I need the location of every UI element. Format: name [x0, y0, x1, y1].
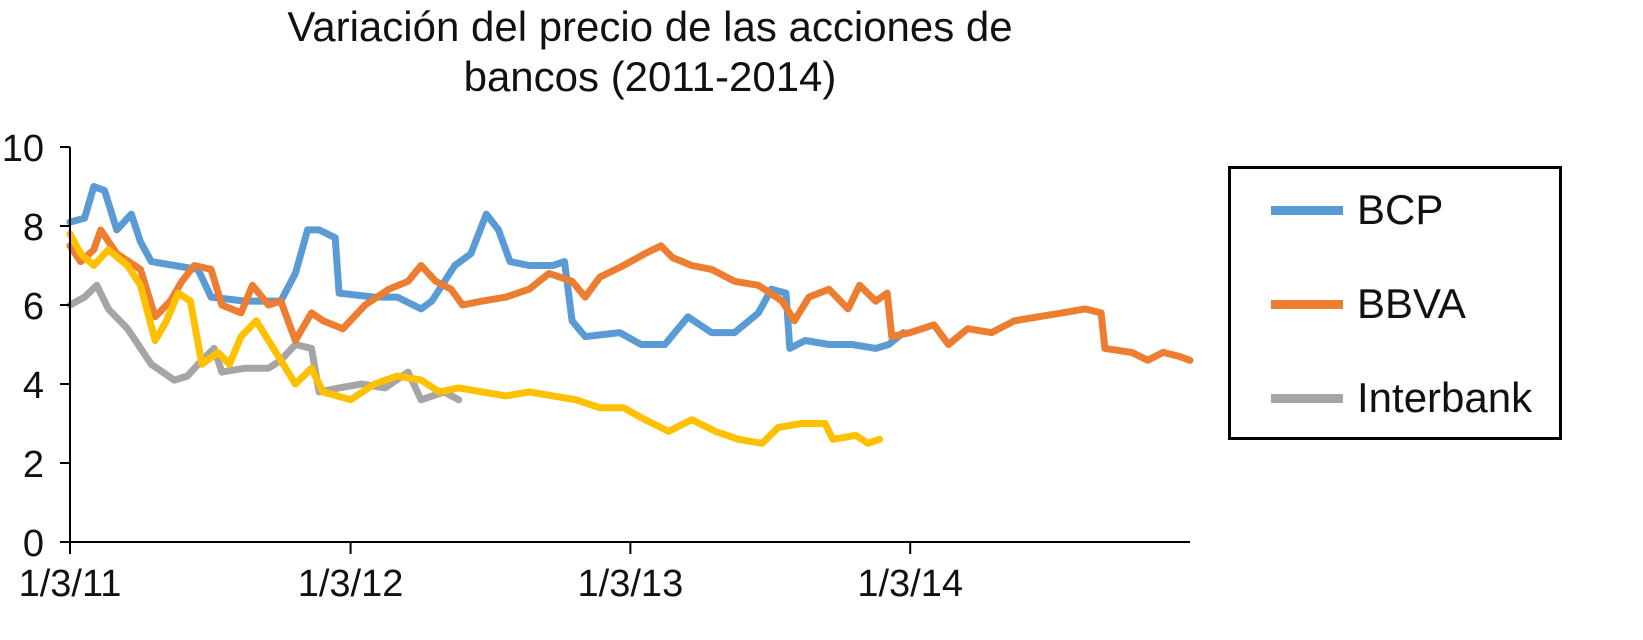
axes-layer: 0 2 4 6 8 10 1/3/11 1/3/12 1/3/13 1/3/14 [2, 128, 1190, 605]
series-line-bcp [66, 183, 907, 352]
series-layer [66, 183, 1194, 447]
y-tick-label: 6 [23, 286, 44, 328]
legend-item-interbank: Interbank [1271, 368, 1532, 428]
y-tick-label: 10 [2, 128, 44, 170]
chart-title-line-1: Variación del precio de las acciones de [287, 3, 1013, 50]
series-line-bbva [66, 226, 1194, 364]
y-tick-label: 8 [23, 207, 44, 249]
legend-item-bcp: BCP [1271, 180, 1443, 240]
x-tick-label: 1/3/11 [19, 563, 122, 605]
legend-label-interbank: Interbank [1357, 374, 1533, 421]
legend-item-bbva: BBVA [1271, 274, 1466, 334]
legend-label-bbva: BBVA [1357, 280, 1466, 327]
legend: BCP BBVA Interbank [1228, 166, 1562, 440]
chart-title-line-2: bancos (2011-2014) [463, 53, 837, 100]
x-tick-label: 1/3/14 [857, 563, 963, 605]
x-tick-label: 1/3/12 [298, 563, 404, 605]
legend-label-bcp: BCP [1357, 186, 1444, 233]
series-line-unnamed [66, 230, 883, 447]
series-line-interbank [66, 281, 463, 404]
x-tick-label: 1/3/13 [578, 563, 684, 605]
y-tick-label: 4 [23, 365, 44, 407]
legend-swatch-interbank [1271, 393, 1343, 403]
legend-swatch-bcp [1271, 205, 1343, 215]
y-tick-label: 0 [23, 523, 44, 565]
legend-swatch-bbva [1271, 299, 1343, 309]
y-tick-label: 2 [23, 444, 44, 486]
chart-title: Variación del precio de las acciones de … [110, 2, 1190, 102]
